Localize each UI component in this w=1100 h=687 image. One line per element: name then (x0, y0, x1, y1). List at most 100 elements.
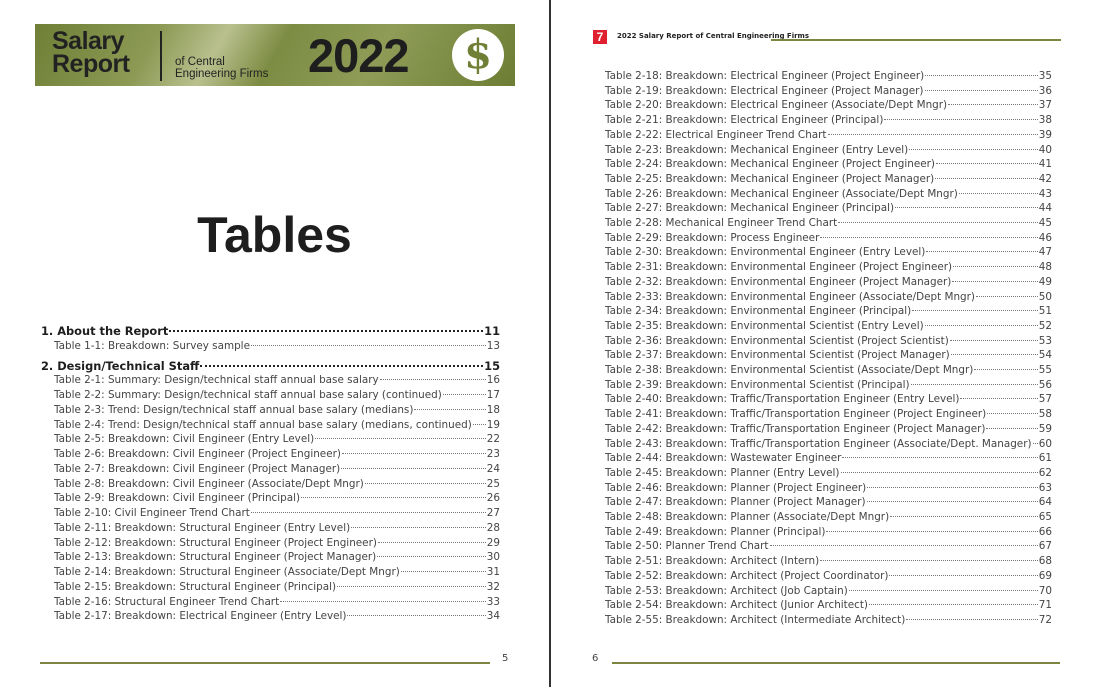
toc-entry[interactable]: Table 2-50: Planner Trend Chart 67 (605, 539, 1052, 554)
toc-label: Table 2-24: Breakdown: Mechanical Engine… (605, 158, 935, 171)
toc-section[interactable]: 2. Design/Technical Staff 15 (41, 359, 500, 374)
toc-page-number: 41 (1038, 158, 1052, 171)
toc-entry[interactable]: Table 2-6: Breakdown: Civil Engineer (Pr… (54, 447, 500, 462)
toc-page-number: 69 (1038, 569, 1052, 582)
toc-entry[interactable]: Table 2-54: Breakdown: Architect (Junior… (605, 598, 1052, 613)
toc-label: Table 2-27: Breakdown: Mechanical Engine… (605, 202, 895, 215)
toc-page-number: 72 (1038, 613, 1052, 626)
toc-page-number: 38 (1038, 114, 1052, 127)
right-page: 7 2022 Salary Report of Central Engineer… (551, 0, 1100, 687)
dot-leader (884, 119, 1038, 121)
toc-entry[interactable]: Table 2-17: Breakdown: Electrical Engine… (54, 609, 500, 624)
toc-entry[interactable]: Table 2-52: Breakdown: Architect (Projec… (605, 569, 1052, 584)
dot-leader (986, 427, 1038, 429)
toc-label: Table 2-30: Breakdown: Environmental Eng… (605, 246, 926, 259)
dot-leader (953, 266, 1038, 268)
toc-entry[interactable]: Table 2-34: Breakdown: Environmental Eng… (605, 304, 1052, 319)
toc-entry[interactable]: Table 1-1: Breakdown: Survey sample 13 (54, 339, 500, 354)
toc-entry[interactable]: Table 2-53: Breakdown: Architect (Job Ca… (605, 584, 1052, 599)
toc-label: Table 2-38: Breakdown: Environmental Sci… (605, 364, 974, 376)
toc-page-number: 71 (1038, 599, 1052, 612)
toc-entry[interactable]: Table 2-44: Breakdown: Wastewater Engine… (605, 451, 1052, 466)
toc-page-number: 29 (486, 536, 500, 549)
toc-page-number: 63 (1038, 481, 1052, 494)
toc-entry[interactable]: Table 2-14: Breakdown: Structural Engine… (54, 565, 500, 580)
toc-entry[interactable]: Table 2-30: Breakdown: Environmental Eng… (605, 245, 1052, 260)
banner-year: 2022 (308, 29, 410, 82)
toc-entry[interactable]: Table 2-11: Breakdown: Structural Engine… (54, 521, 500, 536)
toc-page-number: 65 (1038, 511, 1052, 523)
toc-entry[interactable]: Table 2-3: Trend: Design/technical staff… (54, 403, 500, 418)
toc-entry[interactable]: Table 2-40: Breakdown: Traffic/Transport… (605, 392, 1052, 407)
toc-entry[interactable]: Table 2-49: Breakdown: Planner (Principa… (605, 525, 1052, 540)
toc-entry[interactable]: Table 2-41: Breakdown: Traffic/Transport… (605, 407, 1052, 422)
toc-entry[interactable]: Table 2-33: Breakdown: Environmental Eng… (605, 290, 1052, 305)
toc-entry[interactable]: Table 2-21: Breakdown: Electrical Engine… (605, 113, 1052, 128)
toc-label: 2. Design/Technical Staff (41, 358, 200, 373)
toc-entry[interactable]: Table 2-12: Breakdown: Structural Engine… (54, 536, 500, 551)
toc-entry[interactable]: Table 2-8: Breakdown: Civil Engineer (As… (54, 477, 500, 492)
dot-leader (442, 394, 486, 395)
dot-leader (827, 133, 1038, 135)
toc-entry[interactable]: Table 2-36: Breakdown: Environmental Sci… (605, 334, 1052, 349)
toc-entry[interactable]: Table 2-24: Breakdown: Mechanical Engine… (605, 157, 1052, 172)
toc-entry[interactable]: Table 2-32: Breakdown: Environmental Eng… (605, 275, 1052, 290)
toc-entry[interactable]: Table 2-16: Structural Engineer Trend Ch… (54, 595, 500, 610)
toc-entry[interactable]: Table 2-29: Breakdown: Process Engineer 4… (605, 231, 1052, 246)
toc-entry[interactable]: Table 2-47: Breakdown: Planner (Project … (605, 495, 1052, 510)
toc-entry[interactable]: Table 2-2: Summary: Design/technical sta… (54, 388, 500, 403)
toc-entry[interactable]: Table 2-28: Mechanical Engineer Trend Ch… (605, 216, 1052, 231)
toc-label: Table 2-47: Breakdown: Planner (Project … (605, 496, 866, 509)
toc-entry[interactable]: Table 2-9: Breakdown: Civil Engineer (Pr… (54, 491, 500, 506)
toc-page-number: 31 (486, 566, 500, 578)
page-title: Tables (197, 207, 352, 263)
toc-entry[interactable]: Table 2-46: Breakdown: Planner (Project … (605, 481, 1052, 496)
toc-entry[interactable]: Table 2-13: Breakdown: Structural Engine… (54, 550, 500, 565)
toc-label: Table 2-44: Breakdown: Wastewater Engine… (605, 452, 842, 465)
dot-leader (952, 280, 1038, 282)
toc-page-number: 18 (486, 403, 500, 416)
toc-page-number: 34 (486, 610, 500, 623)
toc-entry[interactable]: Table 2-1: Summary: Design/technical sta… (54, 373, 500, 388)
toc-entry[interactable]: Table 2-51: Breakdown: Architect (Intern… (605, 554, 1052, 569)
toc-entry[interactable]: Table 2-23: Breakdown: Mechanical Engine… (605, 143, 1052, 158)
toc-label: 1. About the Report (41, 324, 169, 338)
toc-page-number: 59 (1038, 422, 1052, 435)
toc-page-number: 58 (1038, 408, 1052, 421)
toc-page-number: 68 (1038, 555, 1052, 568)
dot-leader (987, 413, 1038, 415)
toc-entry[interactable]: Table 2-18: Breakdown: Electrical Engine… (605, 69, 1052, 84)
toc-section[interactable]: 1. About the Report 11 (41, 324, 500, 339)
toc-entry[interactable]: Table 2-55: Breakdown: Architect (Interm… (605, 613, 1052, 628)
toc-entry[interactable]: Table 2-19: Breakdown: Electrical Engine… (605, 84, 1052, 99)
toc-label: Table 2-54: Breakdown: Architect (Junior… (605, 599, 868, 612)
toc-entry[interactable]: Table 2-15: Breakdown: Structural Engine… (54, 580, 500, 595)
toc-entry[interactable]: Table 2-27: Breakdown: Mechanical Engine… (605, 201, 1052, 216)
toc-entry[interactable]: Table 2-5: Breakdown: Civil Engineer (En… (54, 432, 500, 447)
toc-label: Table 2-28: Mechanical Engineer Trend Ch… (605, 217, 838, 229)
toc-label: Table 2-52: Breakdown: Architect (Projec… (605, 569, 889, 582)
toc-entry[interactable]: Table 2-25: Breakdown: Mechanical Engine… (605, 172, 1052, 187)
toc-entry[interactable]: Table 2-42: Breakdown: Traffic/Transport… (605, 422, 1052, 437)
toc-entry[interactable]: Table 2-45: Breakdown: Planner (Entry Le… (605, 466, 1052, 481)
toc-entry[interactable]: Table 2-7: Breakdown: Civil Engineer (Pr… (54, 462, 500, 477)
toc-entry[interactable]: Table 2-20: Breakdown: Electrical Engine… (605, 98, 1052, 113)
toc-label: Table 2-31: Breakdown: Environmental Eng… (605, 261, 953, 274)
toc-entry[interactable]: Table 2-39: Breakdown: Environmental Sci… (605, 378, 1052, 393)
toc-entry[interactable]: Table 2-37: Breakdown: Environmental Sci… (605, 348, 1052, 363)
toc-entry[interactable]: Table 2-43: Breakdown: Traffic/Transport… (605, 437, 1052, 452)
toc-entry[interactable]: Table 2-48: Breakdown: Planner (Associat… (605, 510, 1052, 525)
toc-entry[interactable]: Table 2-31: Breakdown: Environmental Eng… (605, 260, 1052, 275)
toc-page-number: 24 (486, 462, 500, 475)
toc-entry[interactable]: Table 2-35: Breakdown: Environmental Sci… (605, 319, 1052, 334)
toc-entry[interactable]: Table 2-26: Breakdown: Mechanical Engine… (605, 187, 1052, 202)
dot-leader (958, 192, 1038, 194)
toc-entry[interactable]: Table 2-4: Trend: Design/technical staff… (54, 418, 500, 433)
toc-entry[interactable]: Table 2-38: Breakdown: Environmental Sci… (605, 363, 1052, 378)
toc-label: Table 2-18: Breakdown: Electrical Engine… (605, 70, 925, 82)
toc-entry[interactable]: Table 2-10: Civil Engineer Trend Chart 27 (54, 506, 500, 521)
toc-label: Table 2-36: Breakdown: Environmental Sci… (605, 334, 949, 347)
toc-page-number: 15 (484, 358, 500, 373)
dot-leader (867, 486, 1038, 488)
toc-entry[interactable]: Table 2-22: Electrical Engineer Trend Ch… (605, 128, 1052, 143)
